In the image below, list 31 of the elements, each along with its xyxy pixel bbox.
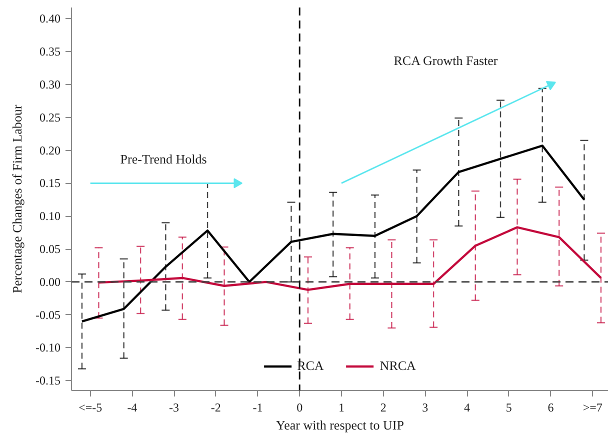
- y-tick-label: 0.25: [40, 110, 60, 124]
- y-tick-label: 0.15: [40, 176, 60, 190]
- x-tick-label: <=-5: [78, 400, 102, 414]
- legend-label: NRCA: [380, 358, 416, 374]
- x-tick-label: >=7: [582, 400, 602, 414]
- y-tick-label: 0.00: [40, 274, 60, 289]
- y-tick-label: 0.35: [40, 44, 60, 59]
- annotation: RCA Growth Faster: [394, 52, 498, 68]
- x-tick-label: 6: [548, 400, 554, 414]
- x-tick-label: 0: [296, 400, 303, 414]
- y-tick-label: -0.10: [36, 340, 61, 355]
- y-axis-title: Percentage Changes of Firm Labour: [10, 104, 25, 294]
- x-tick-label: 4: [464, 400, 470, 414]
- x-tick-label: -2: [210, 400, 221, 414]
- y-tick-label: 0.10: [40, 209, 60, 224]
- annotation: Pre-Trend Holds: [120, 152, 207, 167]
- x-tick-label: 3: [422, 400, 428, 414]
- x-tick-label: 1: [338, 400, 344, 414]
- y-tick-label: 0.05: [40, 242, 60, 256]
- y-tick-label: 0.20: [40, 143, 60, 158]
- x-tick-label: -4: [127, 400, 138, 414]
- x-tick-label: 2: [380, 400, 386, 414]
- x-tick-label: -3: [169, 400, 180, 414]
- x-axis-title: Year with respect to UIP: [276, 418, 404, 432]
- legend-label: RCA: [297, 358, 324, 374]
- x-tick-label: 5: [506, 400, 512, 414]
- y-tick-label: -0.05: [36, 308, 61, 322]
- y-tick-label: 0.30: [40, 77, 60, 92]
- y-tick-label: -0.15: [36, 374, 61, 388]
- x-tick-label: -1: [252, 400, 263, 414]
- y-tick-label: 0.40: [40, 12, 60, 26]
